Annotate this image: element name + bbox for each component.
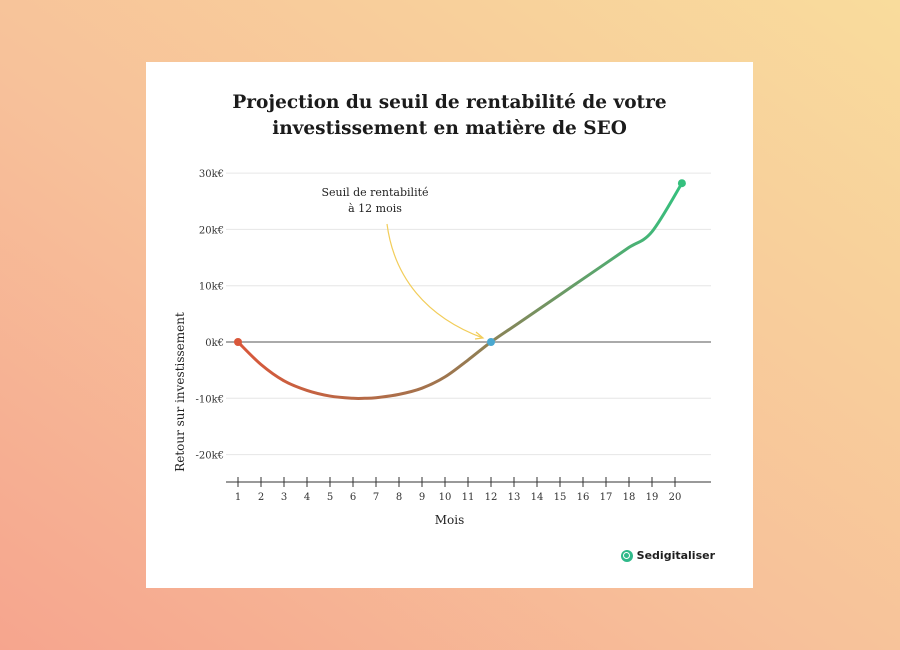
annotation-line-1: Seuil de rentabilité — [321, 186, 428, 199]
x-tick-label: 1 — [235, 492, 241, 503]
brand-name: Sedigitaliser — [636, 549, 715, 562]
y-tick-label: 10k€ — [199, 282, 224, 293]
y-tick-label: -20k€ — [195, 451, 224, 462]
x-tick-label: 16 — [577, 492, 590, 503]
x-tick-label: 9 — [419, 492, 425, 503]
x-tick-label: 8 — [396, 492, 402, 503]
x-tick-label: 13 — [508, 492, 521, 503]
x-tick-label: 10 — [439, 492, 452, 503]
start-point — [234, 338, 242, 346]
x-tick-label: 11 — [462, 492, 475, 503]
x-axis-label: Mois — [434, 513, 465, 527]
breakeven-point — [487, 338, 495, 346]
y-tick-label: 0k€ — [205, 338, 224, 349]
x-tick-label: 4 — [304, 492, 310, 503]
y-axis-label: Retour sur investissement — [173, 312, 187, 472]
brand-logo: Sedigitaliser — [620, 549, 715, 562]
x-tick-label: 18 — [623, 492, 636, 503]
brand-logo-icon — [620, 549, 633, 562]
x-tick-label: 6 — [350, 492, 356, 503]
x-tick-label: 20 — [669, 492, 682, 503]
y-tick-label: 30k€ — [199, 169, 224, 180]
chart-title-line-1: Projection du seuil de rentabilité de vo… — [232, 92, 667, 113]
chart-title: Projection du seuil de rentabilité de vo… — [146, 90, 753, 142]
annotation-line-2: à 12 mois — [348, 202, 402, 215]
y-tick-label: -10k€ — [195, 394, 224, 405]
x-tick-label: 5 — [327, 492, 333, 503]
series-line — [236, 181, 684, 400]
chart-title-line-2: investissement en matière de SEO — [272, 118, 627, 139]
x-tick-label: 14 — [531, 492, 544, 503]
x-tick-label: 15 — [554, 492, 567, 503]
annotation-arrow — [386, 223, 484, 339]
x-tick-label: 19 — [646, 492, 659, 503]
x-tick-label: 2 — [258, 492, 264, 503]
x-tick-label: 3 — [281, 492, 287, 503]
end-point — [677, 179, 686, 188]
chart-card: Projection du seuil de rentabilité de vo… — [146, 62, 753, 588]
x-tick-label: 7 — [373, 492, 379, 503]
x-tick-label: 12 — [485, 492, 498, 503]
y-tick-label: 20k€ — [199, 225, 224, 236]
chart-plot: 30k€20k€10k€0k€-10k€-20k€1 2 3 4 5 6 7 8 9 10 11 12… — [195, 169, 711, 503]
x-tick-label: 17 — [600, 492, 613, 503]
annotation-arrowhead — [474, 331, 485, 340]
